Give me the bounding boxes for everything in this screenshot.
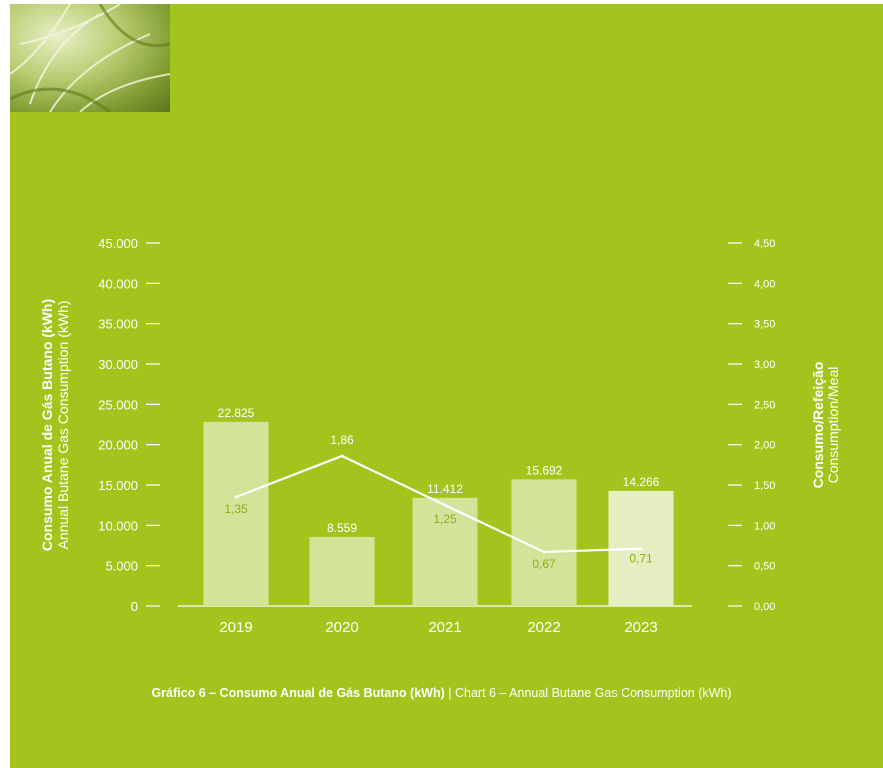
right-axis-subtitle: Consumption/Meal [825,367,841,484]
x-tick-label: 2020 [325,619,358,636]
left-tick-label: 15.000 [98,478,138,493]
bar-value-label: 11.412 [427,482,463,496]
bar-value-label: 14.266 [623,475,660,489]
right-axis-title: Consumo/Refeição [810,362,826,489]
bar-value-label: 8.559 [327,521,357,535]
right-tick-label: 0,00 [754,601,775,613]
right-tick-label: 4,50 [754,238,775,250]
x-tick-label: 2023 [624,619,657,636]
right-tick-label: 4,00 [754,278,775,290]
right-tick-label: 3,50 [754,319,775,331]
caption-separator: | [444,686,455,700]
bar-2020 [309,536,375,606]
left-tick-label: 0 [131,599,138,614]
x-tick-label: 2019 [219,619,252,636]
right-tick-label: 2,50 [754,399,775,411]
plant-photo [10,4,170,112]
x-tick-label: 2022 [527,619,560,636]
bar-value-label: 15.692 [526,463,563,477]
right-tick-label: 3,00 [754,359,775,371]
right-tick-label: 1,00 [754,520,775,532]
left-tick-label: 30.000 [98,357,138,372]
line-value-label: 1,86 [330,433,354,447]
left-tick-label: 45.000 [98,236,138,251]
left-tick-label: 35.000 [98,317,138,332]
line-point [234,495,238,499]
line-point [340,454,344,458]
x-tick-label: 2021 [428,619,461,636]
bar-2022 [511,479,577,606]
chart-caption: Gráfico 6 – Consumo Anual de Gás Butano … [0,686,883,700]
right-tick-label: 0,50 [754,561,775,573]
right-axis: 0,00 0,50 1,00 1,50 2,00 2,50 3,00 3,50 4,00 4,50 [728,238,775,613]
line-value-label: 0,67 [532,557,556,571]
line-series-group: 1,35 1,86 1,25 0,67 0,71 [224,433,653,571]
right-tick-label: 2,00 [754,440,775,452]
line-point [542,550,546,554]
line-point [639,547,643,551]
bar-2019 [203,421,269,606]
x-axis-labels: 2019 2020 2021 2022 2023 [219,619,657,636]
left-tick-label: 10.000 [98,518,138,533]
line-value-label: 1,35 [224,502,248,516]
bars-group: 22.825 8.559 11.412 15.692 14.266 [203,406,674,606]
left-tick-label: 25.000 [98,397,138,412]
left-tick-label: 5.000 [105,559,138,574]
right-tick-label: 1,50 [754,480,775,492]
line-point [443,503,447,507]
chart-panel [10,4,883,768]
left-tick-label: 40.000 [98,276,138,291]
caption-bold: Gráfico 6 – Consumo Anual de Gás Butano … [151,686,445,700]
line-value-label: 0,71 [629,552,653,566]
plant-photo-leaves [10,4,170,112]
left-axis-title: Consumo Anual de Gás Butano (kWh) [39,299,55,551]
bar-value-label: 22.825 [218,406,255,420]
line-value-label: 1,25 [433,512,457,526]
caption-regular: Chart 6 – Annual Butane Gas Consumption … [454,686,732,700]
left-tick-label: 20.000 [98,438,138,453]
left-axis-subtitle: Annual Butane Gas Consumption (kWh) [55,300,71,549]
left-axis: 0 5.000 10.000 15.000 20.000 25.000 30.000 35.0… [98,236,160,614]
